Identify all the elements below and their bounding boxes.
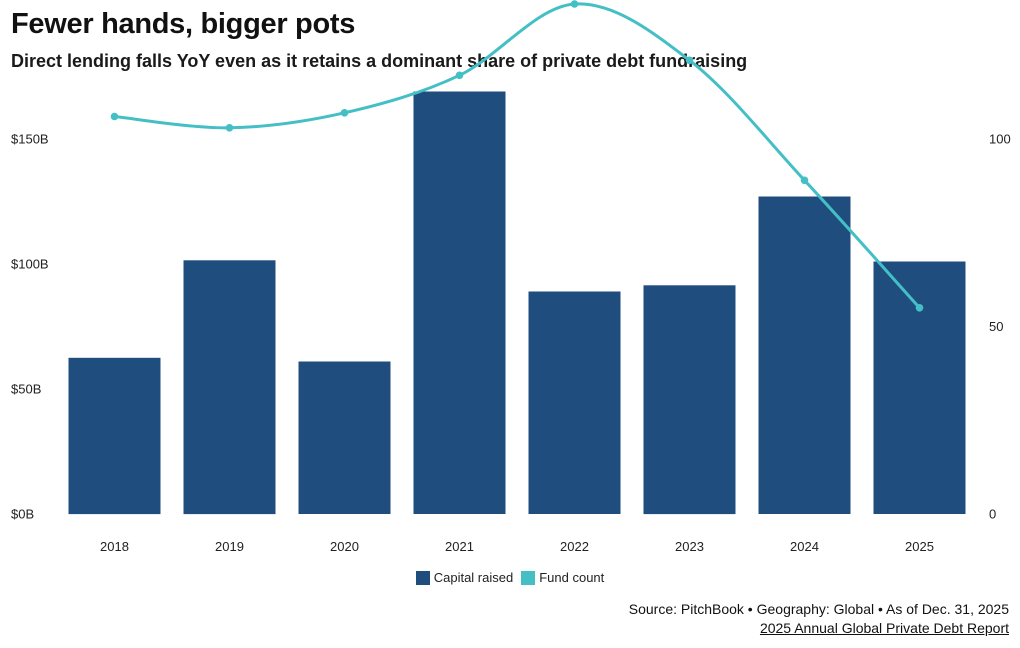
bar-2024 xyxy=(758,196,851,514)
fund-count-point-2024 xyxy=(800,176,809,185)
legend-swatch-capital xyxy=(415,570,430,585)
x-tick-label-2018: 2018 xyxy=(100,539,129,554)
line-layer xyxy=(110,0,924,312)
x-tick-label-2021: 2021 xyxy=(445,539,474,554)
y-left-tick-label-0: $0B xyxy=(11,507,34,522)
y-left-tick-label-2: $100B xyxy=(11,257,49,272)
bar-2018 xyxy=(68,357,161,515)
bar-2020 xyxy=(298,361,391,514)
x-tick-label-2023: 2023 xyxy=(675,539,704,554)
fund-count-point-2022 xyxy=(570,0,579,8)
chart-title: Fewer hands, bigger pots xyxy=(11,8,356,40)
bar-2021 xyxy=(413,91,506,514)
y-left-tick-label-1: $50B xyxy=(11,382,41,397)
legend-item-fund-count: Fund count xyxy=(521,570,604,585)
y-right-tick-label-0: 0 xyxy=(989,507,996,522)
y-left-tick-label-3: $150B xyxy=(11,132,49,147)
legend-label-fund-count: Fund count xyxy=(539,570,605,585)
bar-2022 xyxy=(528,291,621,514)
x-tick-label-2024: 2024 xyxy=(790,539,819,554)
bar-2023 xyxy=(643,285,736,515)
report-link[interactable]: 2025 Annual Global Private Debt Report xyxy=(759,620,1009,636)
x-tick-label-2022: 2022 xyxy=(560,539,589,554)
fund-count-point-2023 xyxy=(685,56,694,65)
bars-layer xyxy=(68,91,966,515)
bar-2025 xyxy=(873,261,966,514)
legend-label-capital: Capital raised xyxy=(433,570,514,585)
fund-count-point-2018 xyxy=(110,112,119,121)
chart-subtitle: Direct lending falls YoY even as it reta… xyxy=(11,51,748,71)
axis-layer: 2018 2019 2020 2021 2022 2023 2024 2025 $0B $50B $… xyxy=(11,132,1011,555)
y-right-tick-label-2: 100 xyxy=(989,132,1011,147)
x-tick-label-2020: 2020 xyxy=(330,539,359,554)
fund-count-point-2021 xyxy=(455,71,464,80)
x-tick-label-2025: 2025 xyxy=(905,539,934,554)
legend: Capital raised Fund count xyxy=(0,570,1020,585)
fund-count-point-2019 xyxy=(225,124,234,132)
legend-swatch-fund-count xyxy=(521,570,536,585)
fund-count-point-2020 xyxy=(340,109,349,117)
x-tick-label-2019: 2019 xyxy=(215,539,244,554)
source-note: Source: PitchBook • Geography: Global • … xyxy=(628,601,1009,617)
y-right-tick-label-1: 50 xyxy=(989,319,1003,334)
bar-2019 xyxy=(183,260,276,515)
fund-count-point-2025 xyxy=(915,304,924,312)
legend-item-capital: Capital raised xyxy=(415,570,514,585)
